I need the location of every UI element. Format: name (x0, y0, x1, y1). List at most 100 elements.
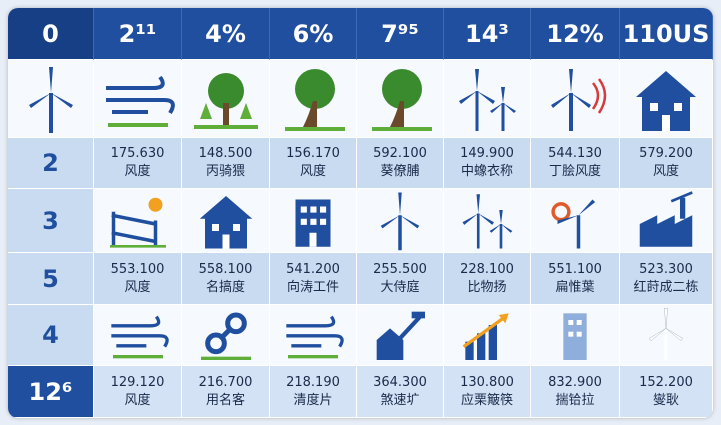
tree-icon (285, 68, 345, 131)
cell-name: 扁惟葉 (555, 279, 595, 295)
icon-cell (357, 189, 444, 253)
icon-cell (270, 305, 357, 366)
header-label: 6% (292, 19, 334, 48)
icon-cell (94, 189, 182, 253)
header-cell: 110US (620, 8, 713, 60)
row-label-cell: 2 (8, 138, 94, 189)
icon-cell (620, 189, 713, 253)
windmills-icon (462, 194, 513, 249)
chain-icon (200, 312, 251, 360)
cell-number: 148.500 (198, 146, 253, 161)
cell-number: 216.700 (198, 374, 253, 390)
cell-number: 218.190 (286, 374, 340, 390)
cell-name: 用名客 (205, 392, 245, 408)
icon (459, 68, 516, 131)
icon-cell (444, 189, 531, 253)
data-cell: 523.300 红莳成二栋 (620, 253, 713, 305)
icon (636, 70, 696, 131)
cell-name: 大侍庭 (380, 279, 420, 295)
icon (200, 312, 251, 360)
wind-icon (286, 315, 344, 359)
row-label: 2 (42, 149, 59, 177)
whitemill-icon (649, 308, 683, 360)
windmill-icon (28, 66, 73, 133)
row-label-cell: 3 (8, 189, 94, 253)
row-label: 4 (42, 321, 59, 349)
cell-name: 风度 (652, 164, 679, 179)
header-cell: 12% (531, 8, 620, 60)
icon-cell (531, 60, 620, 138)
building-icon (295, 199, 331, 247)
windmill-icon (380, 192, 420, 251)
icon-cell (531, 189, 620, 253)
windmills-icon (459, 68, 516, 131)
cell-name: 名搞度 (205, 279, 245, 295)
icon-cell (94, 305, 182, 366)
header-label: 12% (546, 19, 604, 48)
icon (286, 315, 344, 359)
tower-icon (563, 313, 587, 360)
icon (28, 66, 73, 133)
data-cell: 156.170 风度 (270, 138, 357, 189)
icon-cell (94, 60, 182, 138)
icon-cell (182, 189, 270, 253)
data-cell: 541.200 向涛工件 (270, 253, 357, 305)
header-cell: 2¹¹ (94, 8, 182, 60)
header-cell: 4% (182, 8, 270, 60)
cell-number: 175.630 (110, 146, 165, 161)
wind-icon (105, 75, 175, 127)
cell-number: 832.900 (548, 374, 602, 390)
data-cell: 579.200 风度 (620, 138, 713, 189)
header-cell: 7⁹⁵ (357, 8, 444, 60)
icon (639, 191, 693, 247)
row-label: 3 (42, 206, 59, 235)
data-cell: 216.700 用名客 (182, 366, 270, 418)
cell-number: 592.100 (373, 146, 427, 161)
cell-name: 煞速圹 (380, 392, 420, 408)
cell-number: 130.800 (460, 374, 514, 390)
chart-icon (462, 313, 509, 360)
icon (105, 75, 175, 127)
data-cell: 592.100 葵僚脯 (357, 138, 444, 189)
cell-name: 风度 (124, 392, 151, 408)
cell-name: 比物扬 (467, 279, 507, 295)
data-cell: 130.800 应栗簸筷 (444, 366, 531, 418)
wind-icon (110, 315, 169, 359)
header-label: 4% (205, 19, 246, 48)
cell-number: 579.200 (639, 146, 693, 161)
fence-icon (109, 197, 166, 248)
tree-icon (372, 68, 432, 131)
data-cell: 551.100 扁惟葉 (531, 253, 620, 305)
icon-cell (357, 305, 444, 366)
cell-name: 风度 (299, 164, 326, 179)
cell-name: 应栗簸筷 (460, 392, 513, 408)
header-cell: 6% (270, 8, 357, 60)
icon-cell (270, 189, 357, 253)
cell-name: 风度 (124, 164, 151, 179)
icon (551, 68, 607, 131)
data-cell: 228.100 比物扬 (444, 253, 531, 305)
data-cell: 152.200 燮耿 (620, 366, 713, 418)
cell-name: 风度 (124, 279, 151, 295)
cell-name: 揣铪拉 (555, 392, 595, 408)
data-cell: 558.100 名搞度 (182, 253, 270, 305)
icon (199, 196, 252, 249)
row-label-cell: 5 (8, 253, 94, 305)
windwave-icon (551, 68, 607, 131)
row-label-cell: 12⁶ (8, 366, 94, 418)
cell-name: 丁脍风度 (548, 164, 601, 179)
cell-name: 丙骑猥 (205, 164, 245, 179)
data-cell: 218.190 清度片 (270, 366, 357, 418)
cell-number: 156.170 (286, 146, 340, 161)
cell-number: 523.300 (639, 261, 693, 277)
row-label: 12⁶ (28, 377, 73, 406)
icon-cell (444, 305, 531, 366)
house-icon (636, 70, 696, 131)
header-label: 2¹¹ (118, 19, 157, 48)
icon-cell (182, 305, 270, 366)
icon (462, 194, 513, 249)
icon (563, 313, 587, 360)
cell-number: 558.100 (198, 261, 253, 277)
header-cell: 14³ (444, 8, 531, 60)
cell-name: 葵僚脯 (380, 164, 420, 179)
